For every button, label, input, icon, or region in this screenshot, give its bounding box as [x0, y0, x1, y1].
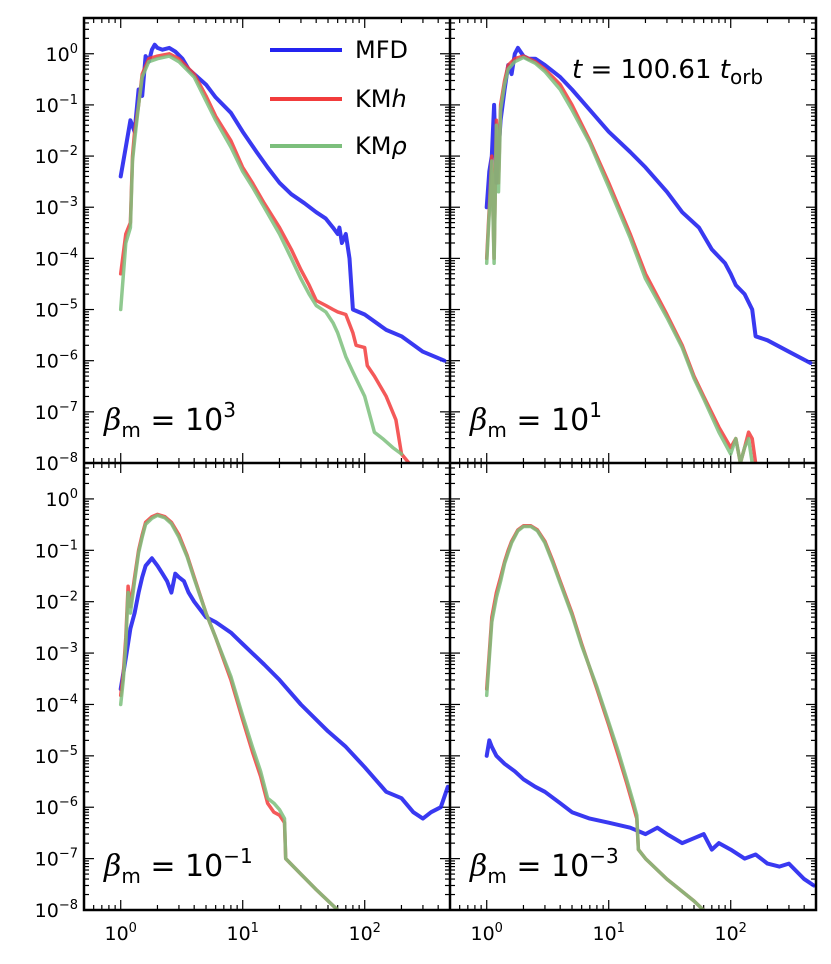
panel-lines — [484, 45, 813, 463]
y-tick-label: 10−5 — [35, 298, 78, 322]
y-tick-label: 10−6 — [35, 795, 78, 819]
panel-ticks — [83, 462, 451, 911]
series-line-kmrho — [118, 513, 341, 910]
legend-label-kmrho: KMρ — [355, 132, 407, 160]
y-tick-label: 100 — [46, 487, 78, 511]
x-tick-label: 100 — [470, 921, 502, 945]
y-tick-label: 10−3 — [35, 195, 78, 219]
y-tick-label: 10−4 — [35, 692, 78, 716]
panel-label-beta: βm = 103 — [103, 398, 236, 442]
legend-label-kmh: KMh — [355, 85, 407, 113]
panel-label-beta: βm = 101 — [469, 398, 602, 442]
series-line-mfd — [484, 45, 813, 365]
x-tick-label: 102 — [714, 921, 746, 945]
panel-lines — [118, 512, 450, 910]
y-tick-label: 10−6 — [35, 349, 78, 373]
y-tick-label: 10−2 — [35, 144, 78, 168]
time-annotation: t = 100.61 torb — [572, 55, 763, 89]
legend-label-mfd: MFD — [355, 36, 408, 64]
legend: MFD KMh KMρ — [270, 36, 408, 160]
y-tick-label: 10−8 — [35, 451, 78, 475]
x-tick-label: 101 — [592, 921, 624, 945]
y-tick-label: 100 — [46, 42, 78, 66]
panel-bottom-right: βm = 10−3 — [449, 462, 817, 911]
x-axis-tick-labels: 100 101 102 100 101 102 — [104, 921, 746, 945]
series-line-kmrho — [484, 524, 706, 910]
y-tick-label: 10−3 — [35, 641, 78, 665]
series-line-mfd — [484, 738, 816, 888]
panel-frames — [82, 16, 818, 912]
y-axis-tick-labels: 100 10−1 10−2 10−3 10−4 10−5 10−6 10−7 10−8 100 10… — [35, 42, 78, 922]
y-tick-label: 10−7 — [35, 400, 78, 424]
panel-lines — [118, 42, 447, 463]
x-tick-label: 102 — [348, 921, 380, 945]
x-tick-label: 101 — [226, 921, 258, 945]
y-tick-label: 10−1 — [35, 93, 78, 117]
y-tick-label: 10−7 — [35, 847, 78, 871]
panel-bottom-left: βm = 10−1 — [83, 462, 451, 911]
series-line-kmh — [484, 54, 758, 463]
y-tick-label: 10−8 — [35, 898, 78, 922]
panel-top-left: βm = 103 — [83, 17, 451, 464]
y-tick-label: 10−5 — [35, 744, 78, 768]
panel-lines — [484, 524, 816, 910]
series-line-mfd — [118, 556, 450, 821]
series-line-kmrho — [484, 55, 754, 463]
panel-label-beta: βm = 10−3 — [469, 844, 619, 888]
x-tick-label: 100 — [104, 921, 136, 945]
series-line-kmrho — [118, 54, 404, 456]
panel-ticks — [449, 462, 817, 911]
y-tick-label: 10−1 — [35, 538, 78, 562]
y-tick-label: 10−4 — [35, 246, 78, 270]
panel-label-beta: βm = 10−1 — [103, 844, 253, 888]
y-tick-label: 10−2 — [35, 590, 78, 614]
